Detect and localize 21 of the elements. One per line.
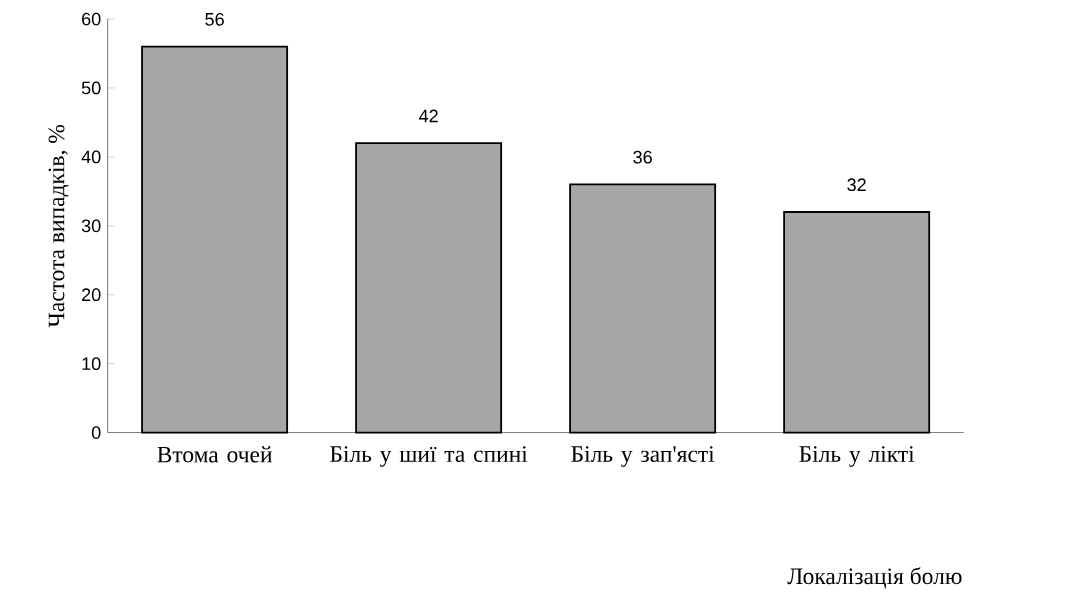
y-tick-label: 50 (81, 81, 101, 95)
x-tick-label: Біль у зап'ясті (571, 446, 715, 467)
data-label: 42 (419, 109, 438, 123)
y-tick-label: 20 (82, 288, 101, 301)
x-tick-label: Біль у лікті (799, 446, 915, 467)
y-tick-label: 30 (81, 219, 101, 233)
data-label: 56 (205, 12, 224, 26)
bar (783, 210, 931, 434)
y-tick-label: 60 (82, 12, 101, 26)
y-axis-title: Частота випадків, % (48, 124, 69, 328)
y-tick-label: 0 (91, 426, 101, 439)
bar (569, 183, 717, 434)
bar (355, 142, 503, 434)
x-axis-title: Локалізація болю (787, 566, 962, 589)
bar (141, 45, 289, 434)
x-tick-label: Втома очей (157, 446, 272, 463)
y-tick-label: 40 (81, 150, 101, 164)
data-label: 32 (847, 178, 866, 191)
y-tick-label: 10 (82, 357, 101, 370)
data-label: 36 (633, 150, 652, 164)
x-tick-label: Біль у шиї та спині (330, 446, 528, 467)
